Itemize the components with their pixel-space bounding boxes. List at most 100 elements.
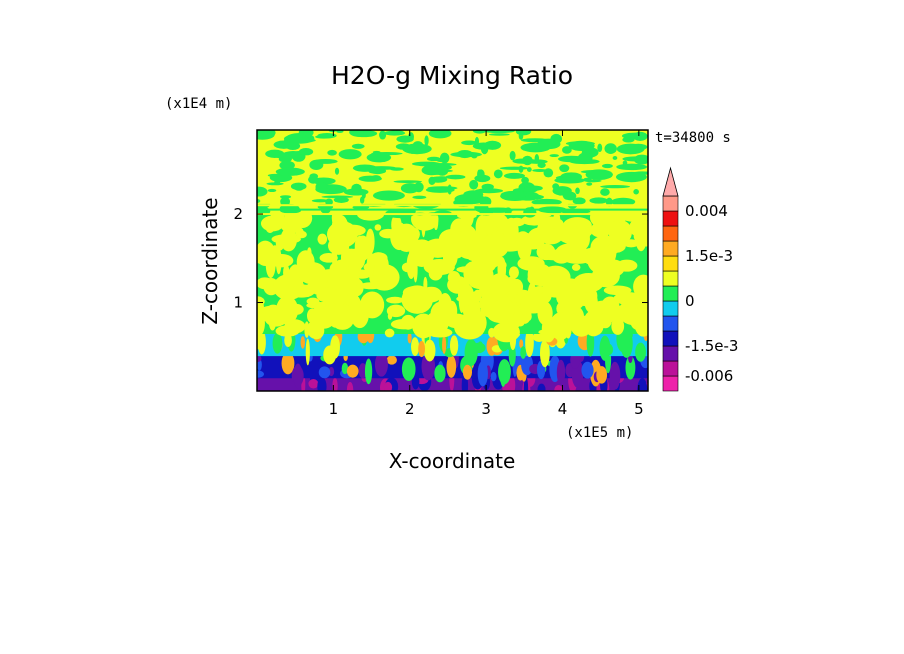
heatmap-cell xyxy=(438,293,453,320)
heatmap-field xyxy=(257,130,648,391)
heatmap-cell xyxy=(572,197,586,205)
heatmap-cell xyxy=(503,172,526,179)
heatmap-cell xyxy=(584,179,602,183)
heatmap-cell xyxy=(308,175,319,184)
heatmap-cell xyxy=(525,311,532,321)
heatmap-cell xyxy=(532,168,548,172)
heatmap-cell xyxy=(633,154,648,165)
heatmap-cell xyxy=(515,130,532,136)
heatmap-cell xyxy=(608,219,632,245)
heatmap-cell xyxy=(334,167,340,175)
heatmap-cell xyxy=(396,135,414,143)
heatmap-cell xyxy=(616,259,638,272)
heatmap-cell xyxy=(390,319,418,330)
heatmap-cell xyxy=(326,184,338,190)
heatmap-cell xyxy=(534,154,540,163)
heatmap-cell xyxy=(509,150,516,161)
heatmap-cell xyxy=(609,361,621,390)
heatmap-cell xyxy=(471,152,478,159)
heatmap-cell xyxy=(318,366,331,379)
heatmap-cell xyxy=(499,360,507,387)
heatmap-cell xyxy=(590,235,620,258)
heatmap-cell xyxy=(257,330,266,355)
heatmap-cell xyxy=(499,166,530,170)
heatmap-cell xyxy=(270,245,280,265)
colorbar-segment xyxy=(662,375,679,392)
heatmap-cell xyxy=(393,180,423,184)
heatmap-cell xyxy=(405,143,426,153)
heatmap-cell xyxy=(472,130,487,134)
heatmap-cell xyxy=(428,176,436,185)
heatmap-cell xyxy=(520,296,528,316)
colorbar-tick-label: -1.5e-3 xyxy=(685,337,738,355)
heatmap-cell xyxy=(469,179,479,190)
heatmap-cell xyxy=(341,362,349,375)
heatmap-cell xyxy=(627,174,644,181)
heatmap-cell xyxy=(577,152,593,163)
heatmap-cell xyxy=(581,361,594,379)
heatmap-cell xyxy=(524,185,543,191)
heatmap-cell xyxy=(309,266,325,295)
heatmap-cell xyxy=(587,314,615,324)
heatmap-cell xyxy=(338,149,362,160)
heatmap-cell xyxy=(490,371,497,382)
heatmap-cell xyxy=(350,295,362,319)
heatmap-cell xyxy=(346,382,354,391)
colorbar-tick-label: 1.5e-3 xyxy=(685,247,733,265)
heatmap-cell xyxy=(386,304,406,318)
heatmap-cell xyxy=(568,140,595,152)
heatmap-cell xyxy=(559,164,570,173)
colorbar-segment xyxy=(662,315,679,332)
heatmap-cell xyxy=(279,195,292,199)
heatmap-cell xyxy=(257,355,262,362)
heatmap-cell xyxy=(308,379,319,389)
heatmap-streak xyxy=(257,204,648,207)
heatmap-cell xyxy=(271,234,301,244)
heatmap-cell xyxy=(412,195,427,200)
heatmap-cell xyxy=(358,363,367,379)
heatmap-cell xyxy=(257,186,268,197)
heatmap-cell xyxy=(484,214,494,236)
heatmap-cell xyxy=(275,167,305,176)
heatmap-streak xyxy=(257,213,648,216)
heatmap-cell xyxy=(293,363,303,389)
heatmap-cell xyxy=(528,226,560,242)
heatmap-cell xyxy=(605,197,613,207)
heatmap-cell xyxy=(616,143,645,155)
heatmap-cell xyxy=(317,132,337,139)
heatmap-cell xyxy=(549,312,572,341)
heatmap-cell xyxy=(542,277,569,298)
colorbar-extend-triangle xyxy=(662,166,679,197)
heatmap-cell xyxy=(311,199,330,203)
heatmap-cell xyxy=(389,167,404,171)
heatmap-cell xyxy=(268,312,277,331)
heatmap-cell xyxy=(267,173,282,177)
colorbar-segment xyxy=(662,195,679,212)
heatmap-cell xyxy=(479,196,492,207)
heatmap-cell xyxy=(279,160,295,170)
heatmap-cell xyxy=(458,284,465,313)
heatmap-cell xyxy=(521,176,529,184)
heatmap-cell xyxy=(474,188,504,194)
colorbar: -0.006 -1.5e-3 0 1.5e-3 0.004 xyxy=(662,166,738,392)
heatmap-cell xyxy=(406,251,416,280)
heatmap-cell xyxy=(596,366,608,384)
heatmap-cell xyxy=(571,263,581,271)
colorbar-segment xyxy=(662,240,679,257)
colorbar-segment xyxy=(662,285,679,302)
heatmap-cell xyxy=(589,197,609,204)
colorbar-segment xyxy=(662,225,679,242)
heatmap-cell xyxy=(298,147,314,156)
x-tick-label: 2 xyxy=(405,400,415,418)
heatmap-cell xyxy=(437,169,453,173)
colorbar-segment xyxy=(662,255,679,272)
heatmap-cell xyxy=(632,171,648,175)
heatmap-cell xyxy=(575,187,580,195)
y-tick-label: 2 xyxy=(233,205,243,223)
x-scale-label: (x1E5 m) xyxy=(566,425,633,441)
heatmap-cell xyxy=(379,130,387,140)
heatmap-cell xyxy=(586,182,593,186)
heatmap-cell xyxy=(317,377,327,391)
heatmap-cell xyxy=(520,346,527,359)
heatmap-cell xyxy=(554,177,585,184)
